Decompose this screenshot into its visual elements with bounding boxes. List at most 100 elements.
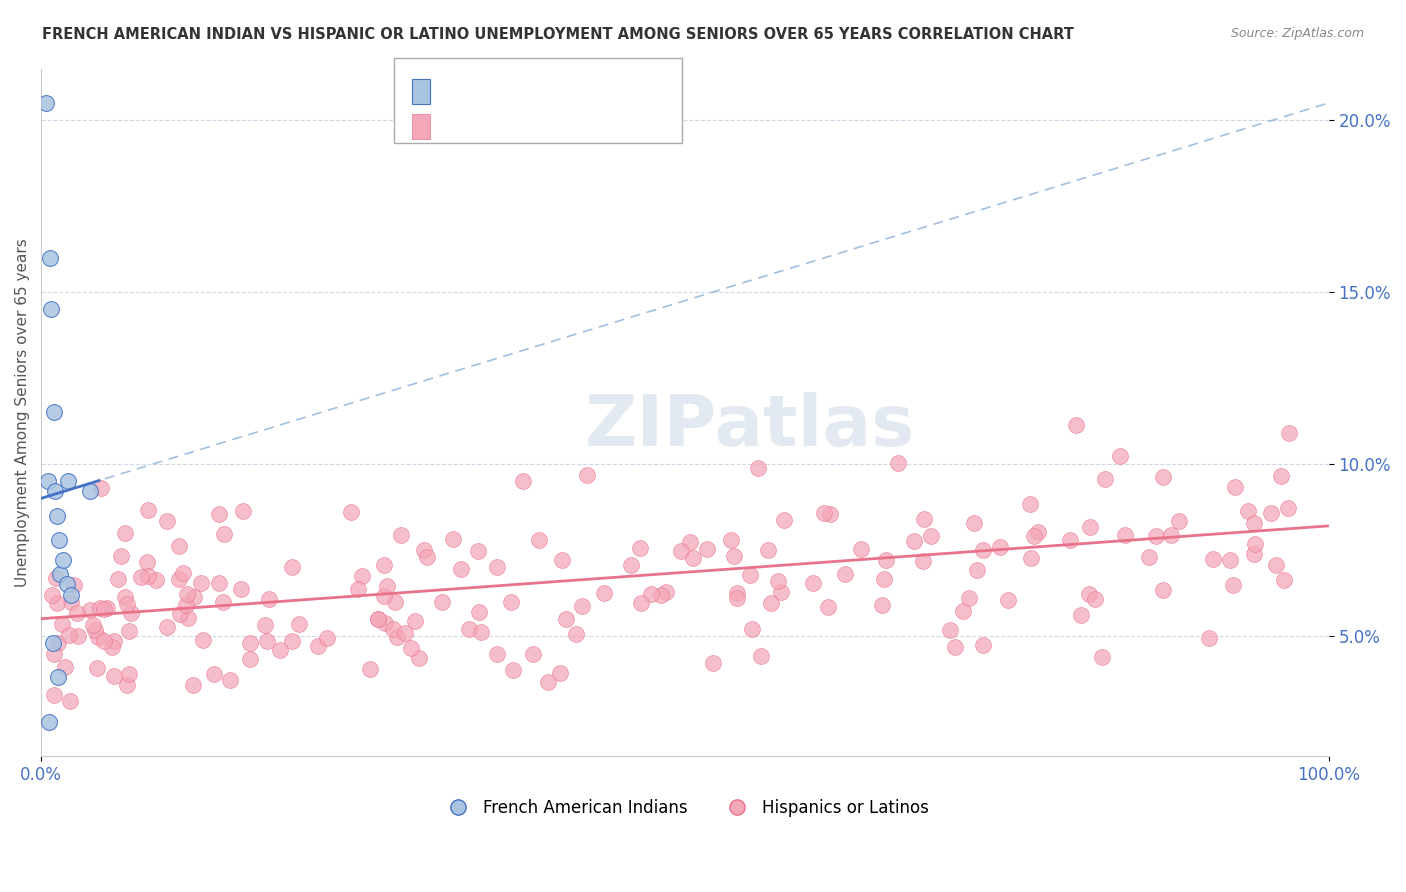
Point <box>702 656 724 670</box>
Point <box>208 508 231 522</box>
Point <box>1198 631 1220 645</box>
Point <box>257 591 280 606</box>
Point <box>93 634 115 648</box>
Point <box>576 468 599 483</box>
Point <box>169 607 191 622</box>
Point <box>1018 497 1040 511</box>
Point <box>167 572 190 586</box>
Point <box>367 612 389 626</box>
Point <box>1202 552 1225 566</box>
Point <box>181 678 204 692</box>
Point <box>682 550 704 565</box>
Point <box>45 508 67 523</box>
Text: FRENCH AMERICAN INDIAN VS HISPANIC OR LATINO UNEMPLOYMENT AMONG SENIORS OVER 65 : FRENCH AMERICAN INDIAN VS HISPANIC OR LA… <box>42 27 1074 42</box>
Point <box>408 651 430 665</box>
Point <box>1152 469 1174 483</box>
Point <box>1222 578 1244 592</box>
Text: 198: 198 <box>540 120 572 135</box>
Point <box>52 553 75 567</box>
Point <box>655 585 678 599</box>
Point <box>44 648 66 662</box>
Point <box>740 568 762 582</box>
Point <box>1260 506 1282 520</box>
Point <box>630 596 652 610</box>
Point <box>176 587 198 601</box>
Point <box>756 542 779 557</box>
Point <box>51 617 73 632</box>
Point <box>367 612 389 626</box>
Point <box>35 95 58 110</box>
Point <box>972 638 994 652</box>
Point <box>512 475 534 489</box>
Point <box>103 633 125 648</box>
Point <box>60 595 83 609</box>
Point <box>720 533 742 547</box>
Point <box>44 484 66 499</box>
Point <box>373 558 395 573</box>
Point <box>966 563 988 577</box>
Point <box>373 589 395 603</box>
Point <box>759 596 782 610</box>
Point <box>394 626 416 640</box>
Point <box>59 588 82 602</box>
Point <box>485 560 508 574</box>
Point <box>115 677 138 691</box>
Point <box>1160 528 1182 542</box>
Point <box>212 595 235 609</box>
Point <box>41 302 63 317</box>
Point <box>359 662 381 676</box>
Point <box>963 516 986 530</box>
Point <box>432 595 454 609</box>
Point <box>307 639 329 653</box>
Point <box>87 630 110 644</box>
Point <box>1219 553 1241 567</box>
Point <box>62 578 84 592</box>
Point <box>1114 528 1136 542</box>
Point <box>46 596 69 610</box>
Point <box>818 507 841 521</box>
Point <box>256 634 278 648</box>
Point <box>39 251 62 265</box>
Text: ZIPatlas: ZIPatlas <box>585 392 914 460</box>
Point <box>145 573 167 587</box>
Point <box>551 553 574 567</box>
Point <box>1064 418 1087 433</box>
Point <box>176 610 198 624</box>
Point <box>1274 573 1296 587</box>
Point <box>193 632 215 647</box>
Point <box>749 648 772 663</box>
Point <box>943 640 966 655</box>
Point <box>120 606 142 620</box>
Point <box>347 582 370 596</box>
Text: R =: R = <box>437 84 471 99</box>
Point <box>1144 529 1167 543</box>
Point <box>340 505 363 519</box>
Point <box>399 641 422 656</box>
Point <box>972 542 994 557</box>
Point <box>46 636 69 650</box>
Point <box>467 544 489 558</box>
Point <box>485 647 508 661</box>
Point <box>817 600 839 615</box>
Point <box>997 592 1019 607</box>
Point <box>679 534 702 549</box>
Point <box>136 555 159 569</box>
Point <box>450 562 472 576</box>
Point <box>555 611 578 625</box>
Point <box>53 660 76 674</box>
Point <box>190 576 212 591</box>
Point <box>1244 537 1267 551</box>
Point <box>1022 529 1045 543</box>
Point <box>952 604 974 618</box>
Point <box>232 504 254 518</box>
Point <box>79 602 101 616</box>
Point <box>619 558 641 573</box>
Point <box>499 595 522 609</box>
Point <box>239 652 262 666</box>
Point <box>86 661 108 675</box>
Point <box>527 533 550 548</box>
Point <box>1028 525 1050 540</box>
Point <box>352 568 374 582</box>
Point <box>457 622 479 636</box>
Point <box>650 588 672 602</box>
